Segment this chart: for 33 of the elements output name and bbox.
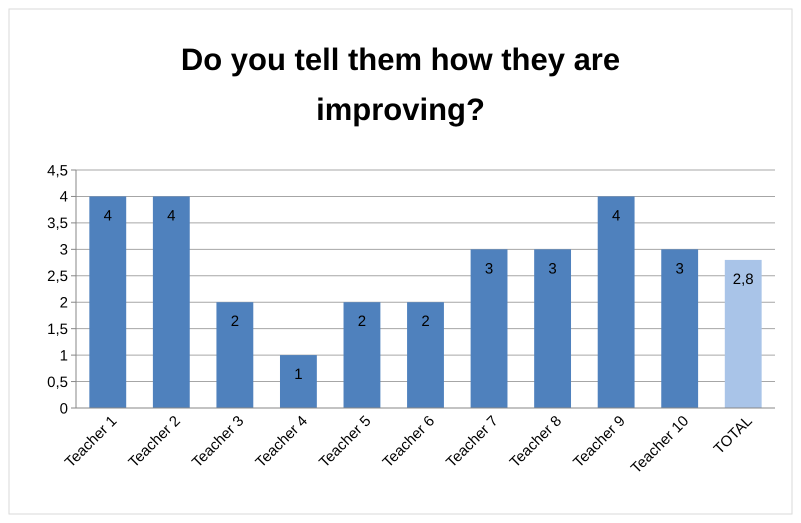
y-tick-label: 0 (60, 400, 68, 418)
bar (724, 260, 762, 408)
y-tick-label: 1,5 (47, 320, 68, 338)
data-label: 4 (167, 207, 176, 224)
data-label: 2 (421, 313, 430, 330)
bar (407, 302, 444, 408)
data-label: 3 (676, 260, 684, 278)
y-tick-label: 0,5 (47, 374, 68, 391)
data-label: 3 (484, 260, 494, 278)
y-tick-label: 2,5 (47, 268, 68, 286)
bar (470, 249, 508, 408)
bar (534, 249, 572, 408)
bar (344, 302, 380, 408)
bar (89, 196, 126, 408)
bar (152, 196, 190, 408)
data-label: 4 (104, 207, 112, 224)
y-tick-label: 3,5 (47, 215, 68, 232)
bar (661, 249, 698, 408)
chart-title: Do you tell them how they are improving? (180, 42, 620, 127)
bar (598, 196, 635, 408)
data-label: 2,8 (732, 270, 754, 288)
y-tick-label: 2 (60, 294, 68, 312)
bar (280, 355, 317, 408)
data-label: 4 (612, 207, 620, 224)
data-label: 2 (230, 313, 240, 330)
data-label: 3 (548, 260, 557, 278)
y-tick-label: 4 (60, 188, 68, 206)
bar (216, 302, 254, 408)
y-tick-label: 4,5 (47, 162, 68, 180)
data-label: 2 (358, 313, 366, 330)
y-tick-label: 3 (60, 242, 68, 259)
data-label: 1 (294, 366, 303, 384)
y-tick-label: 1 (60, 347, 68, 364)
